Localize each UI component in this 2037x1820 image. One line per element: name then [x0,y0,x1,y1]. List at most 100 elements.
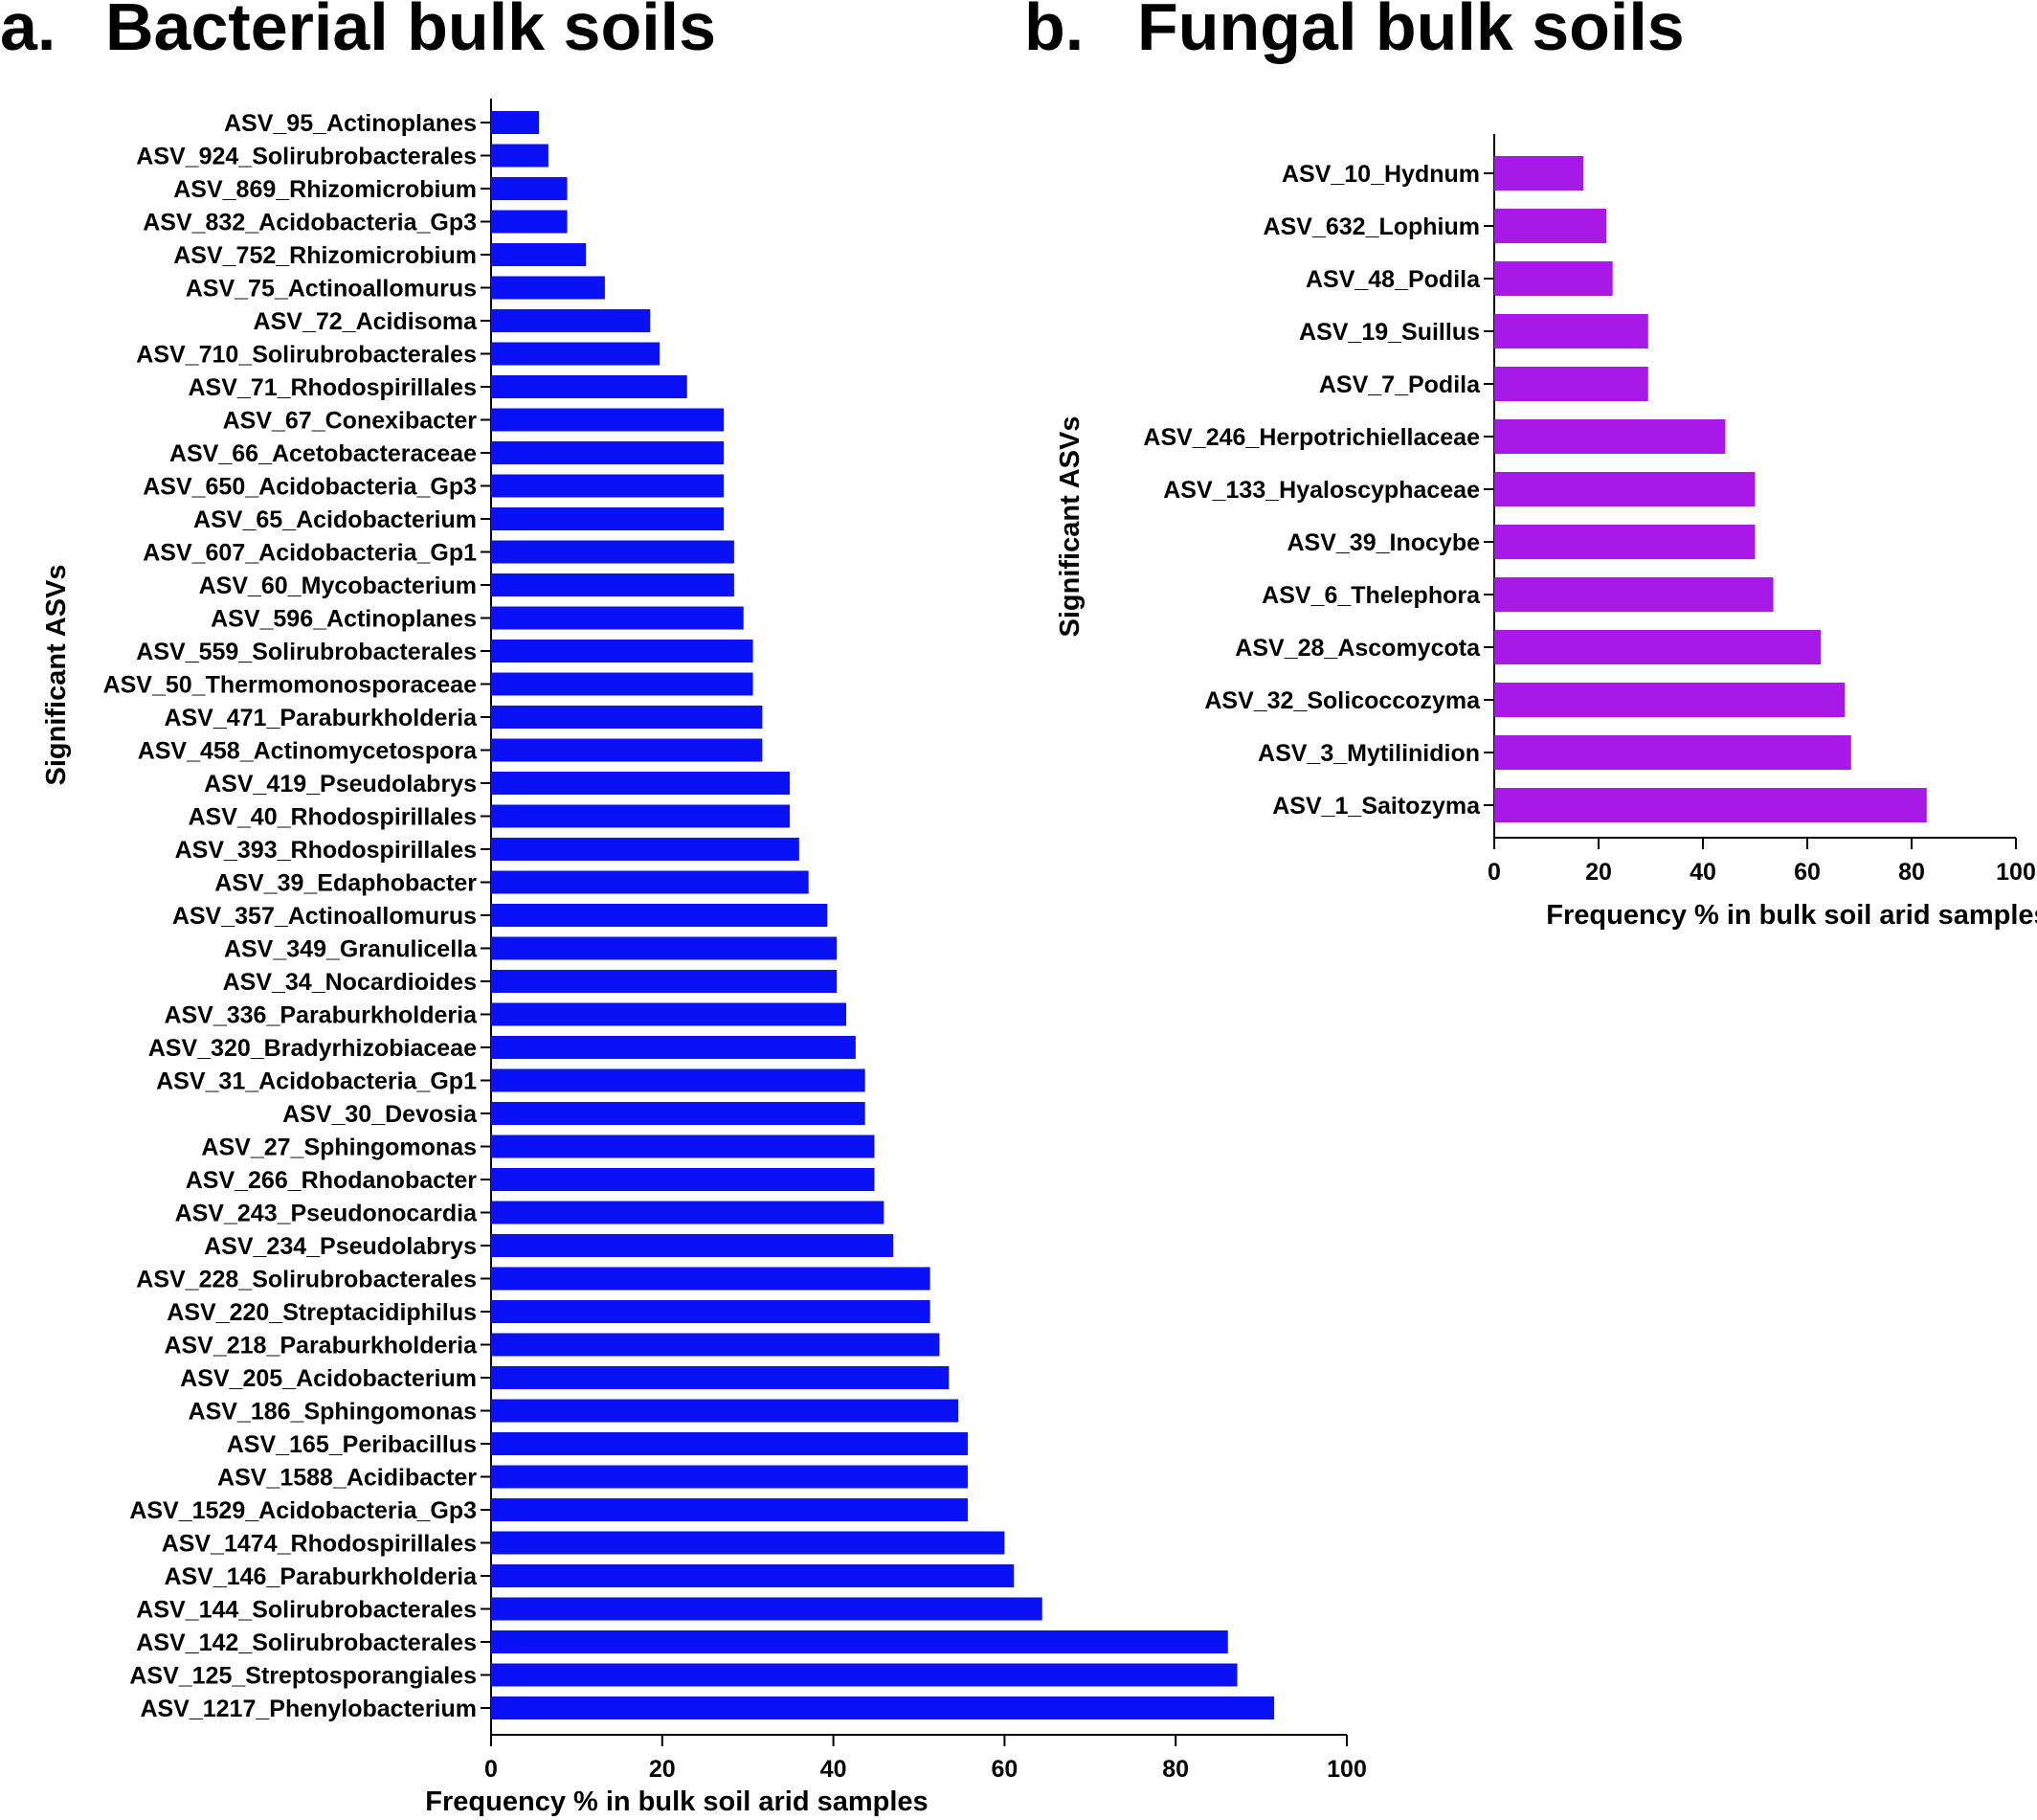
bacterial-x-tick-label: 60 [991,1756,1018,1783]
bacterial-bar [491,936,838,960]
bacterial-bar [491,1696,1275,1719]
bacterial-bar [491,838,799,861]
bacterial-bar [491,1168,875,1191]
fungal-bar [1494,261,1613,296]
bacterial-bar [491,1366,950,1389]
bacterial-category-label: ASV_650_Acidobacteria_Gp3 [143,474,477,501]
bacterial-bar [491,441,725,464]
bacterial-category-label: ASV_205_Acidobacterium [180,1365,477,1392]
fungal-x-tick-label: 100 [1996,859,2036,886]
bacterial-bar [491,1597,1042,1621]
fungal-bar [1494,525,1756,559]
fungal-category-label: ASV_3_Mytilinidion [1258,740,1480,767]
bacterial-category-label: ASV_186_Sphingomonas [189,1399,477,1426]
fungal-x-tick-label: 60 [1794,859,1821,886]
panel-b-plot-area: ASV_10_Hydnum ASV_632_Lophium ASV_48_Podil… [1143,134,2036,886]
bacterial-bar [491,870,809,894]
bacterial-category-label: ASV_60_Mycobacterium [199,573,477,599]
bacterial-bar [491,606,744,630]
fungal-category-label: ASV_28_Ascomycota [1235,635,1481,662]
bacterial-category-label: ASV_31_Acidobacteria_Gp1 [156,1068,477,1095]
bacterial-bar [491,706,763,729]
bacterial-x-tick-label: 100 [1327,1756,1367,1783]
bacterial-bar [491,1002,847,1026]
bacterial-bar [491,1333,940,1357]
fungal-bar [1494,577,1774,612]
fungal-category-label: ASV_1_Saitozyma [1272,793,1481,820]
bacterial-category-label: ASV_607_Acidobacteria_Gp1 [143,540,477,567]
bacterial-bar [491,804,791,828]
bacterial-bar [491,1300,930,1323]
fungal-bar [1494,735,1851,770]
fungal-x-tick-label: 80 [1898,859,1925,886]
fungal-category-label: ASV_32_Solicoccozyma [1204,687,1481,714]
bacterial-bar [491,1498,968,1521]
fungal-category-label: ASV_19_Suillus [1299,319,1480,346]
bacterial-category-label: ASV_220_Streptacidiphilus [167,1299,477,1326]
fungal-bar [1494,156,1584,191]
bacterial-category-label: ASV_320_Bradyrhizobiaceae [148,1035,477,1062]
bacterial-category-label: ASV_1588_Acidibacter [217,1465,477,1492]
panel-b-x-axis-title: Frequency % in bulk soil arid samples [1546,900,2037,931]
bacterial-bar [491,408,725,432]
bacterial-x-tick-label: 40 [820,1756,847,1783]
bacterial-category-label: ASV_869_Rhizomicrobium [173,176,477,203]
fungal-bar [1494,209,1607,243]
bacterial-category-label: ASV_218_Paraburkholderia [164,1333,478,1359]
bacterial-category-label: ASV_1529_Acidobacteria_Gp3 [129,1497,477,1524]
bacterial-bar [491,1432,968,1455]
fungal-x-tick-label: 0 [1488,859,1501,886]
bacterial-chart: a. Bacterial bulk soils Significant ASVs… [0,0,1367,1817]
bacterial-category-label: ASV_50_Thermomonosporaceae [103,672,478,699]
bacterial-bar [491,309,651,332]
bacterial-category-label: ASV_144_Solirubrobacterales [136,1597,477,1624]
bacterial-category-label: ASV_393_Rhodospirillales [175,837,477,864]
bacterial-bar [491,540,734,564]
bacterial-category-label: ASV_71_Rhodospirillales [188,374,477,401]
panel-b-y-axis-title: Significant ASVs [1055,416,1086,638]
fungal-bar [1494,683,1846,717]
bacterial-category-label: ASV_266_Rhodanobacter [186,1167,478,1194]
fungal-bar [1494,788,1927,822]
fungal-category-label: ASV_133_Hyaloscyphaceae [1163,477,1480,504]
panel-a-y-axis-title: Significant ASVs [41,565,72,786]
bacterial-bar [491,772,791,795]
bacterial-bar [491,1465,968,1489]
bacterial-bar [491,276,605,300]
panel-a-x-axis-title: Frequency % in bulk soil arid samples [425,1786,928,1817]
fungal-category-label: ASV_48_Podila [1306,266,1481,293]
bacterial-bar [491,210,568,234]
bacterial-bar [491,573,734,596]
bacterial-bar [491,1135,875,1158]
bacterial-bar [491,111,540,134]
fungal-bar [1494,367,1648,401]
bacterial-category-label: ASV_30_Devosia [282,1101,478,1128]
bacterial-bar [491,1630,1228,1653]
bacterial-category-label: ASV_1474_Rhodospirillales [162,1531,477,1558]
bacterial-bar [491,640,753,663]
bacterial-x-tick-label: 0 [484,1756,498,1783]
bacterial-bar [491,672,753,696]
bacterial-category-label: ASV_832_Acidobacteria_Gp3 [143,210,477,236]
bacterial-bar [491,144,548,168]
bacterial-category-label: ASV_1217_Phenylobacterium [140,1696,477,1722]
fungal-category-label: ASV_246_Herpotrichiellaceae [1143,424,1480,451]
bacterial-category-label: ASV_146_Paraburkholderia [164,1563,478,1590]
bacterial-category-label: ASV_458_Actinomycetospora [138,738,478,765]
panel-b-label: b. [1024,0,1084,64]
fungal-bar [1494,472,1756,506]
fungal-category-label: ASV_632_Lophium [1264,213,1480,240]
panel-a-title: Bacterial bulk soils [105,0,716,64]
bacterial-category-label: ASV_125_Streptosporangiales [129,1663,477,1690]
bacterial-bar [491,375,687,398]
bacterial-category-label: ASV_27_Sphingomonas [201,1135,477,1161]
bacterial-x-tick-label: 80 [1162,1756,1189,1783]
panel-a-label: a. [0,0,56,64]
bacterial-bar [491,1068,865,1092]
bacterial-bar [491,1531,1005,1555]
panel-b-title: Fungal bulk soils [1137,0,1685,64]
fungal-chart: b. Fungal bulk soils Significant ASVs Fr… [1024,0,2037,931]
bacterial-category-label: ASV_596_Actinoplanes [211,606,477,633]
bacterial-category-label: ASV_39_Edaphobacter [214,870,477,897]
bacterial-bar [491,1036,856,1059]
